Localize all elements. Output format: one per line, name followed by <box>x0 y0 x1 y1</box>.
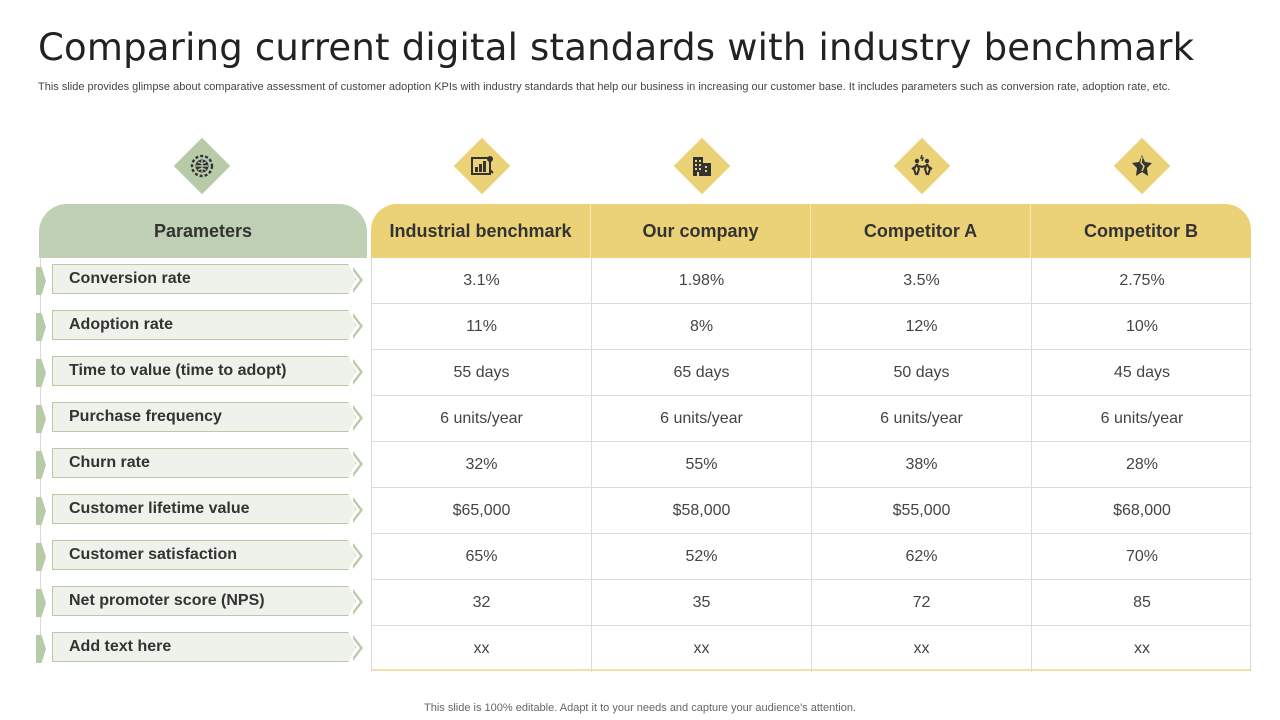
row-marker <box>36 543 46 571</box>
table-cell: 11% <box>372 304 592 350</box>
parameter-label: Net promoter score (NPS) <box>52 586 356 616</box>
parameter-label: Churn rate <box>52 448 356 478</box>
table-cell: 50 days <box>812 350 1032 396</box>
gear-globe-icon <box>173 137 231 195</box>
table-cell: 6 units/year <box>592 396 812 442</box>
table-cell: xx <box>812 626 1032 672</box>
table-cell: 6 units/year <box>372 396 592 442</box>
column-header-competitor-a: Competitor A <box>811 204 1031 258</box>
page-title: Comparing current digital standards with… <box>38 26 1195 69</box>
column-header-competitor-b: Competitor B <box>1031 204 1251 258</box>
table-cell: 52% <box>592 534 812 580</box>
parameter-row: Time to value (time to adopt) <box>36 356 366 390</box>
parameter-label: Customer lifetime value <box>52 494 356 524</box>
values-table: 3.1% 1.98% 3.5% 2.75% 11% 8% 12% 10% 55 days 65 d… <box>371 258 1252 672</box>
row-marker <box>36 405 46 433</box>
column-header-industrial-benchmark: Industrial benchmark <box>371 204 591 258</box>
table-cell: 2.75% <box>1032 258 1252 304</box>
table-cell: 6 units/year <box>1032 396 1252 442</box>
row-marker <box>36 267 46 295</box>
parameter-row: Churn rate <box>36 448 366 482</box>
table-cell: 35 <box>592 580 812 626</box>
parameter-row: Add text here <box>36 632 366 666</box>
parameter-label: Purchase frequency <box>52 402 356 432</box>
chart-board-icon <box>453 137 511 195</box>
broken-star-icon <box>1113 137 1171 195</box>
people-competition-icon <box>893 137 951 195</box>
row-marker <box>36 497 46 525</box>
page-subtitle: This slide provides glimpse about compar… <box>38 81 1171 93</box>
table-cell: 6 units/year <box>812 396 1032 442</box>
table-cell: 32 <box>372 580 592 626</box>
parameter-label: Add text here <box>52 632 356 662</box>
parameter-label: Time to value (time to adopt) <box>52 356 356 386</box>
table-cell: 10% <box>1032 304 1252 350</box>
table-cell: 1.98% <box>592 258 812 304</box>
parameter-row: Customer satisfaction <box>36 540 366 574</box>
table-cell: 45 days <box>1032 350 1252 396</box>
row-marker <box>36 313 46 341</box>
table-cell: 3.1% <box>372 258 592 304</box>
table-cell: 32% <box>372 442 592 488</box>
row-marker <box>36 589 46 617</box>
table-cell: 70% <box>1032 534 1252 580</box>
row-marker <box>36 359 46 387</box>
parameter-label: Customer satisfaction <box>52 540 356 570</box>
table-cell: $65,000 <box>372 488 592 534</box>
table-cell: 65% <box>372 534 592 580</box>
parameter-row: Purchase frequency <box>36 402 366 436</box>
parameter-label: Conversion rate <box>52 264 356 294</box>
table-cell: 12% <box>812 304 1032 350</box>
parameter-label: Adoption rate <box>52 310 356 340</box>
table-cell: $58,000 <box>592 488 812 534</box>
table-cell: xx <box>1134 640 1150 657</box>
row-marker <box>36 451 46 479</box>
footer-note: This slide is 100% editable. Adapt it to… <box>424 702 856 714</box>
parameter-row: Conversion rate <box>36 264 366 298</box>
table-cell: 3.5% <box>812 258 1032 304</box>
table-cell: 85 <box>1032 580 1252 626</box>
table-cell: $68,000 <box>1032 488 1252 534</box>
table-cell: 62% <box>812 534 1032 580</box>
table-cell: 65 days <box>592 350 812 396</box>
table-cell: 8% <box>592 304 812 350</box>
column-header-our-company: Our company <box>591 204 811 258</box>
parameter-row: Net promoter score (NPS) <box>36 586 366 620</box>
table-cell: 28% <box>1032 442 1252 488</box>
parameter-row: Adoption rate <box>36 310 366 344</box>
table-cell: xx <box>372 626 592 672</box>
table-cell: xx <box>592 626 812 672</box>
parameter-row: Customer lifetime value <box>36 494 366 528</box>
table-cell: $55,000 <box>812 488 1032 534</box>
parameters-header: Parameters <box>39 204 367 258</box>
row-marker <box>36 635 46 663</box>
table-cell: 38% <box>812 442 1032 488</box>
building-icon <box>673 137 731 195</box>
table-cell: 72 <box>812 580 1032 626</box>
table-cell: 55 days <box>372 350 592 396</box>
table-cell: 55% <box>592 442 812 488</box>
